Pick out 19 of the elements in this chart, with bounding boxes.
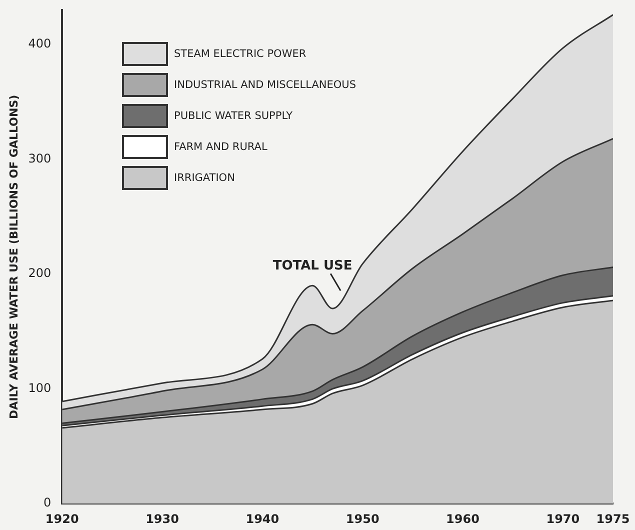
x-tick-label: 1970 [546, 512, 580, 526]
x-tick-label: 1950 [346, 512, 380, 526]
legend-label: INDUSTRIAL AND MISCELLANEOUS [174, 78, 356, 90]
x-tick-label: 1930 [146, 512, 179, 526]
x-tick-label: 1975 [596, 512, 630, 526]
legend-label: STEAM ELECTRIC POWER [174, 48, 306, 60]
legend-label: PUBLIC WATER SUPPLY [174, 110, 293, 122]
legend-label: IRRIGATION [174, 172, 235, 184]
annotation: TOTAL USE [272, 258, 352, 274]
x-tick-label: 1940 [246, 512, 280, 526]
y-axis-title: DAILY AVERAGE WATER USE (BILLIONS OF GALLONS) [7, 94, 20, 419]
x-tick-label: 1920 [45, 512, 79, 526]
y-tick-label: 400 [28, 36, 52, 51]
y-tick-label: 100 [28, 380, 52, 395]
y-tick-label: 0 [43, 496, 52, 510]
legend-label: FARM AND RURAL [174, 140, 268, 152]
y-tick-label: 200 [28, 266, 52, 280]
x-tick-label: 1960 [446, 512, 480, 526]
y-tick-label: 300 [28, 151, 52, 166]
